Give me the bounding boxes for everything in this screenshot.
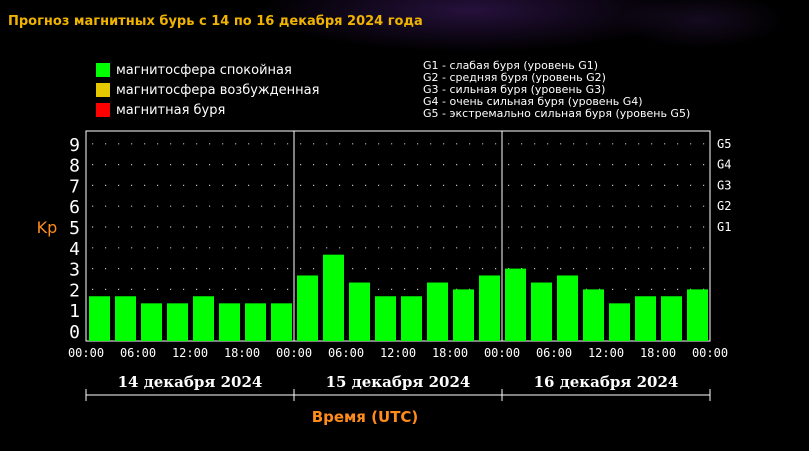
kp-bar <box>687 289 708 341</box>
x-tick-label: 12:00 <box>588 346 624 360</box>
kp-bar <box>427 282 448 341</box>
g-tick-label: G4 <box>717 158 731 172</box>
g-scale-g3: G3 - сильная буря (уровень G3) <box>423 83 606 96</box>
y-tick-label: 3 <box>69 260 80 281</box>
kp-bar <box>219 303 240 341</box>
legend-label-quiet: магнитосфера спокойная <box>116 62 292 78</box>
g-scale-g5: G5 - экстремально сильная буря (уровень … <box>423 107 691 120</box>
kp-bar <box>323 254 344 341</box>
y-tick-label: 7 <box>69 176 80 197</box>
x-tick-label: 18:00 <box>432 346 468 360</box>
g-scale-g2: G2 - средняя буря (уровень G2) <box>423 71 606 84</box>
y-tick-label: 1 <box>69 301 80 322</box>
kp-bar <box>141 303 162 341</box>
legend-item-excited: магнитосфера возбужденная <box>96 80 319 100</box>
kp-bar <box>479 275 500 341</box>
kp-bar <box>115 296 136 341</box>
x-tick-label: 06:00 <box>328 346 364 360</box>
x-tick-label: 12:00 <box>172 346 208 360</box>
legend-swatch-excited <box>96 83 110 97</box>
kp-bar <box>297 275 318 341</box>
legend-swatch-storm <box>96 103 110 117</box>
x-tick-label: 06:00 <box>536 346 572 360</box>
legend-label-storm: магнитная буря <box>116 102 226 118</box>
kp-bar <box>531 282 552 341</box>
legend-item-quiet: магнитосфера спокойная <box>96 60 319 80</box>
x-tick-label: 00:00 <box>276 346 312 360</box>
kp-bar <box>635 296 656 341</box>
y-tick-label: 9 <box>69 135 80 156</box>
x-tick-label: 06:00 <box>120 346 156 360</box>
x-tick-label: 18:00 <box>224 346 260 360</box>
g-scale-g1: G1 - слабая буря (уровень G1) <box>423 59 599 72</box>
g-scale-legend: G1 - слабая буря (уровень G1) G2 - средн… <box>423 60 690 120</box>
kp-bar <box>193 296 214 341</box>
kp-bar <box>245 303 266 341</box>
plot-frame <box>85 130 711 342</box>
kp-bar <box>583 289 604 341</box>
day-label: 15 декабря 2024 <box>326 373 471 391</box>
y-tick-label: 4 <box>69 239 80 260</box>
kp-bar <box>661 296 682 341</box>
page-title: Прогноз магнитных бурь с 14 по 16 декабр… <box>8 14 423 29</box>
y-tick-label: 6 <box>69 197 80 218</box>
day-label: 14 декабря 2024 <box>118 373 263 391</box>
y-tick-label: 0 <box>69 322 80 343</box>
kp-bar <box>453 289 474 341</box>
x-tick-label: 00:00 <box>484 346 520 360</box>
g-tick-label: G2 <box>717 199 731 213</box>
kp-bar <box>609 303 630 341</box>
y-tick-label: 8 <box>69 156 80 177</box>
y-axis-label: Kp <box>37 218 58 237</box>
y-tick-label: 5 <box>69 218 80 239</box>
x-tick-label: 12:00 <box>380 346 416 360</box>
state-legend: магнитосфера спокойная магнитосфера возб… <box>96 60 319 120</box>
g-scale-g4: G4 - очень сильная буря (уровень G4) <box>423 95 643 108</box>
kp-bar <box>167 303 188 341</box>
legend-label-excited: магнитосфера возбужденная <box>116 82 320 98</box>
g-tick-label: G3 <box>717 178 731 192</box>
kp-bar <box>375 296 396 341</box>
g-tick-label: G5 <box>717 137 731 151</box>
kp-bar <box>557 275 578 341</box>
x-tick-label: 18:00 <box>640 346 676 360</box>
kp-bar <box>349 282 370 341</box>
kp-bar <box>505 268 526 341</box>
x-tick-label: 00:00 <box>692 346 728 360</box>
g-tick-label: G1 <box>717 220 731 234</box>
x-axis-label: Время (UTC) <box>312 408 419 426</box>
legend-item-storm: магнитная буря <box>96 100 319 120</box>
day-label: 16 декабря 2024 <box>534 373 679 391</box>
x-tick-label: 00:00 <box>68 346 104 360</box>
y-tick-label: 2 <box>69 280 80 301</box>
kp-bar <box>89 296 110 341</box>
kp-bar <box>271 303 292 341</box>
kp-bar <box>401 296 422 341</box>
legend-swatch-quiet <box>96 63 110 77</box>
